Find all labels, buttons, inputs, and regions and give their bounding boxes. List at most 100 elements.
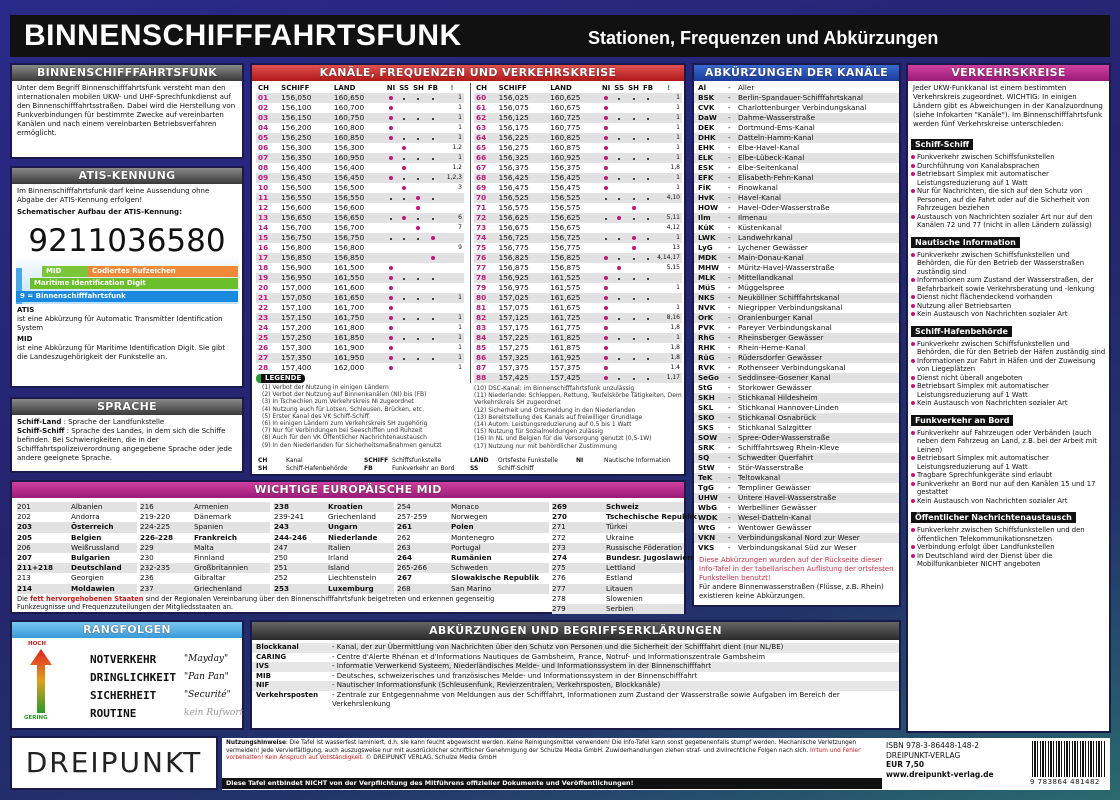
- channel-number: 07: [256, 153, 280, 163]
- traffic-circle-ss: [397, 103, 411, 113]
- primary-dot-icon: [631, 246, 636, 250]
- bullet-item: Betriebsart Simplex mit automatischer Le…: [908, 382, 1106, 399]
- mid-country: Schweden: [451, 563, 488, 573]
- channel-number: 02: [258, 103, 269, 112]
- legend-item: (1) Verbot der Nutzung in einigen Länder…: [262, 384, 389, 391]
- channel-number: 67: [476, 163, 487, 172]
- traffic-circle-ni: [384, 313, 398, 323]
- traffic-circle-sh: [626, 213, 641, 223]
- channel-number: 86: [474, 353, 497, 363]
- separator: -: [728, 403, 731, 412]
- channel-row: 06 156,300 156,300 1,2: [256, 143, 464, 153]
- primary-dot-icon: [604, 126, 609, 130]
- column-header: LAND: [333, 84, 356, 92]
- abbreviation-meaning: Rothenseer Verbindungskanal: [738, 363, 846, 372]
- ship-frequency: 156,600: [281, 203, 312, 212]
- traffic-circle-fb: [426, 163, 440, 173]
- publisher: DREIPUNKT-VERLAG: [886, 750, 961, 760]
- abbreviation-meaning: Havel-Oder-Wasserstraße: [738, 203, 830, 212]
- channel-number: 18: [258, 263, 269, 272]
- traffic-circle-ni: [599, 153, 613, 163]
- channel-note: 1,8: [670, 344, 680, 351]
- traffic-circle-ni: [384, 353, 398, 363]
- primary-dot-icon: [604, 256, 609, 260]
- channel-row: 21 157,050 161,650 1: [256, 293, 464, 303]
- mid-note: Die fett hervorgehobenen Staaten sind de…: [17, 595, 537, 611]
- primary-dot-icon: [604, 316, 609, 320]
- mid-country: Malta: [194, 542, 214, 552]
- traffic-circle-ss: [397, 343, 411, 353]
- traffic-circle-fb: [426, 223, 440, 233]
- land-frequency: 160,625: [548, 93, 600, 103]
- verkehrskreis-section: Schiff-Hafenbehörde Funkverkehr zwischen …: [908, 319, 1109, 408]
- traffic-circle-fb: [641, 263, 655, 273]
- traffic-circle-ss: [612, 343, 626, 353]
- mid-code: 224-225: [140, 522, 171, 532]
- call-routine: kein Rufwort: [184, 708, 244, 718]
- mid-country: Slowakische Republik: [451, 573, 539, 583]
- traffic-circle-fb: [426, 183, 440, 193]
- mid-code: 253: [274, 583, 290, 593]
- bullet-item: Verbindung erfolgt über Landfunkstellen: [908, 543, 1106, 552]
- abbreviation-item: StW - Stör-Wasserstraße: [694, 463, 899, 473]
- traffic-circle-ss: [612, 273, 627, 283]
- dot-icon: [618, 238, 621, 240]
- traffic-circle-ss: [397, 133, 411, 143]
- land-frequency: 160,650: [331, 93, 385, 103]
- traffic-circle-ss: [397, 193, 411, 203]
- traffic-circle-ss: [612, 123, 626, 133]
- atis-bar-mid-full: Maritime Identification Digit: [30, 278, 238, 289]
- channel-note: 1: [655, 153, 682, 163]
- separator: -: [728, 173, 731, 182]
- land-frequency: 161,650: [331, 293, 385, 303]
- channel-number: 28: [258, 363, 269, 372]
- column-header: FB: [642, 84, 654, 92]
- traffic-circle-sh: [626, 223, 641, 233]
- traffic-circle-fb: [641, 103, 655, 113]
- dot-icon: [605, 238, 608, 240]
- mid-code: 276: [552, 573, 566, 583]
- legend-item: (6) In einigen Ländern zum Verkehrskreis…: [262, 420, 428, 428]
- abbreviation-code: TgG: [698, 483, 714, 492]
- bullet-item: Funkverkehr zwischen Schiffsfunkstellen …: [908, 251, 1106, 277]
- ship-frequency: 157,325: [496, 353, 549, 363]
- channel-row: 85 157,275 161,875 1,8: [474, 343, 682, 353]
- separator: -: [728, 543, 731, 552]
- land-frequency: 156,525: [548, 193, 600, 203]
- primary-dot-icon: [604, 166, 609, 170]
- mid-code: 237: [140, 583, 154, 593]
- dot-icon: [647, 278, 650, 280]
- channel-row: 73 156,675 156,675 4,12: [474, 223, 682, 233]
- land-frequency: 157,375: [550, 363, 581, 372]
- traffic-circle-fb: [425, 273, 440, 283]
- traffic-circle-fb: [640, 313, 656, 323]
- website: www.dreipunkt-verlag.de: [886, 769, 994, 779]
- rangfolgen-heading: RANGFOLGEN: [12, 622, 242, 638]
- separator: -: [728, 263, 731, 272]
- abbreviation-meaning: Spree-Oder-Wasserstraße: [738, 433, 830, 442]
- ship-frequency: 156,825: [496, 253, 549, 263]
- mid-row: 206 Weißrussland: [17, 542, 137, 554]
- abbreviation-meaning: Seddinsee-Gosener Kanal: [738, 373, 831, 382]
- dot-icon: [417, 318, 420, 320]
- channel-note: [440, 273, 464, 283]
- abbreviation-code: MLK: [698, 273, 716, 282]
- mid-code: 261: [397, 522, 413, 532]
- separator: -: [728, 293, 731, 302]
- mid-row: 279 Serbien: [552, 604, 684, 615]
- abbreviation-item: VKN - Verbindungskanal Nord zur Weser: [694, 533, 899, 543]
- mid-row: 250 Irland: [274, 553, 394, 563]
- mid-code: 278: [552, 593, 566, 603]
- land-frequency: 161,625: [548, 293, 600, 303]
- channel-number: 88: [474, 373, 497, 383]
- sprache-def: : Sprache des Landes, in dem sich die Sc…: [17, 427, 233, 462]
- abbreviation-meaning: Verbindungskanal Süd zur Weser: [738, 543, 857, 552]
- abbreviation-code: VKS: [698, 543, 715, 552]
- traffic-circle-fb: [640, 213, 656, 223]
- dot-icon: [647, 358, 650, 360]
- abbreviation-code: MHW: [698, 263, 720, 272]
- mid-row: 201 Albanien: [17, 502, 137, 513]
- abbreviation-meaning: Elbe-Lübeck-Kanal: [738, 153, 805, 162]
- mid-code: 267: [397, 573, 413, 583]
- primary-dot-icon: [388, 346, 393, 350]
